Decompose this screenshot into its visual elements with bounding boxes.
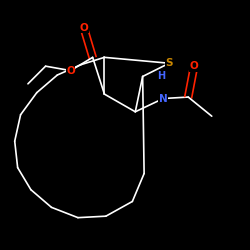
Text: N: N (159, 94, 168, 104)
Text: S: S (165, 58, 173, 68)
Text: H: H (157, 72, 165, 82)
Text: O: O (80, 23, 88, 33)
Text: O: O (190, 61, 198, 71)
Text: O: O (66, 66, 75, 76)
